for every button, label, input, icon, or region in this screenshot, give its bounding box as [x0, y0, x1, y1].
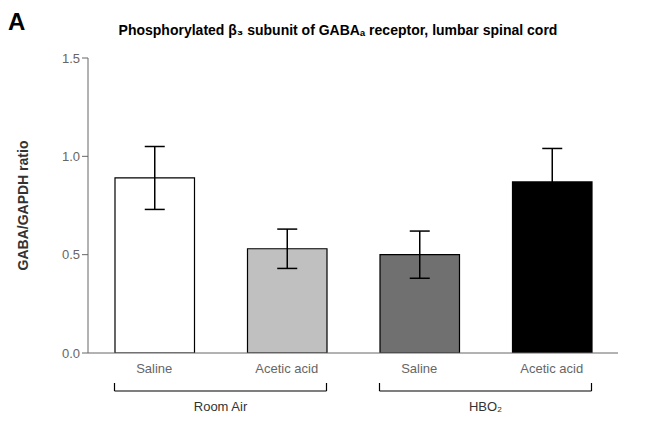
svg-text:Acetic acid: Acetic acid — [520, 361, 583, 376]
svg-text:1.5: 1.5 — [62, 51, 80, 66]
svg-text:1.0: 1.0 — [62, 149, 80, 164]
svg-text:Acetic acid: Acetic acid — [255, 361, 318, 376]
svg-text:GABA/GAPDH ratio: GABA/GAPDH ratio — [15, 141, 31, 271]
svg-text:0.5: 0.5 — [62, 247, 80, 262]
svg-text:Saline: Saline — [401, 361, 437, 376]
html-text:A: A — [8, 8, 26, 35]
svg-text:Room Air: Room Air — [194, 399, 248, 414]
svg-text:HBO₂: HBO₂ — [469, 399, 502, 414]
html-text:Phosphorylated β₃ subunit of G: Phosphorylated β₃ subunit of GABAₐ recep… — [118, 22, 558, 38]
svg-text:Saline: Saline — [136, 361, 172, 376]
svg-text:0.0: 0.0 — [62, 346, 80, 361]
